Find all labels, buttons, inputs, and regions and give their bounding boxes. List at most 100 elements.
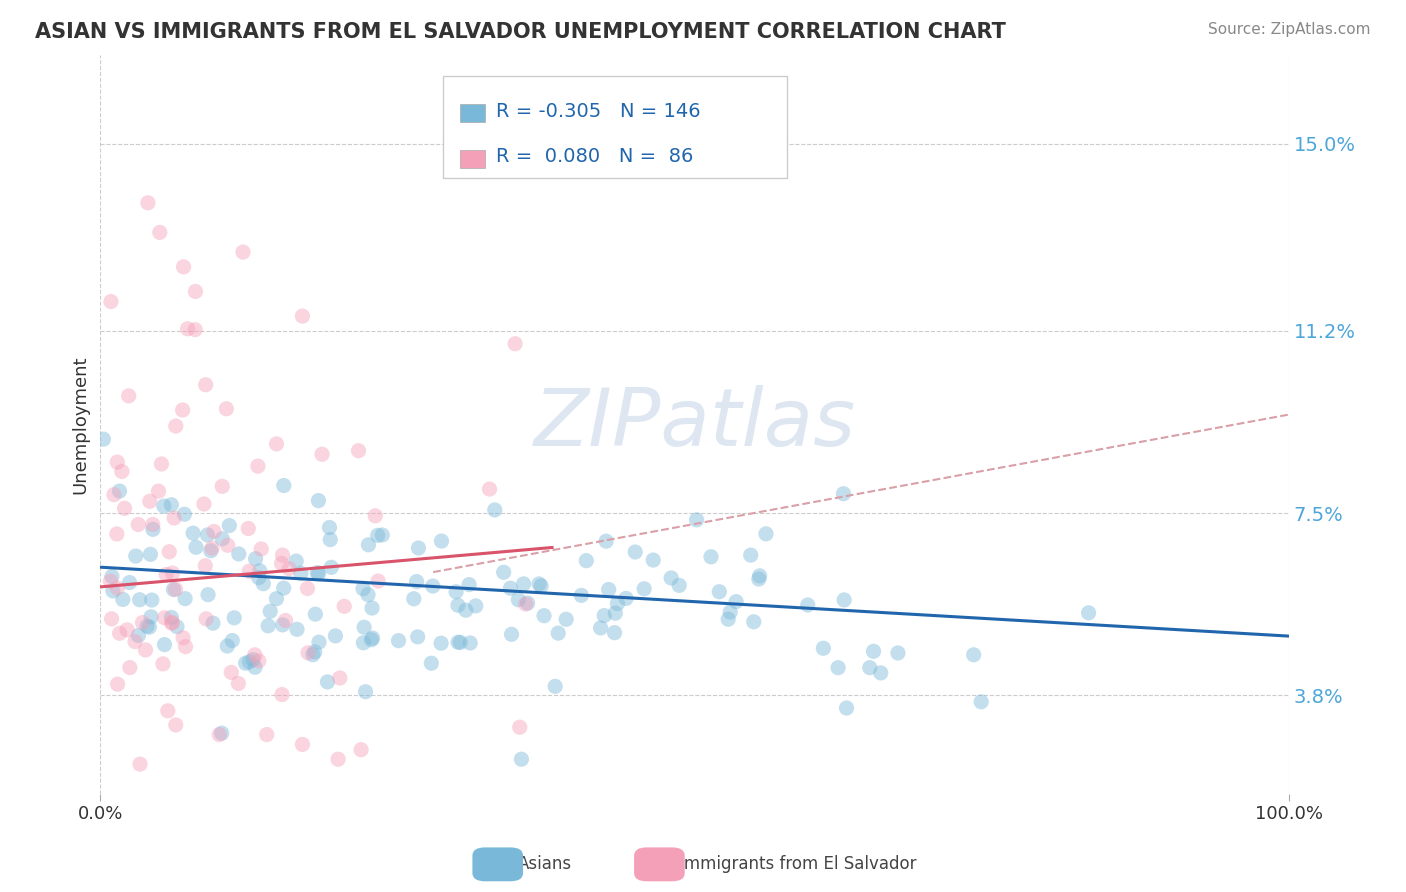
Point bbox=[329, 671, 352, 685]
Point bbox=[228, 547, 250, 561]
Point bbox=[172, 403, 194, 417]
Point bbox=[181, 526, 204, 541]
Point bbox=[319, 533, 342, 547]
Point bbox=[160, 616, 183, 631]
Point bbox=[367, 574, 389, 588]
Point bbox=[134, 643, 156, 657]
Point bbox=[709, 584, 731, 599]
Point bbox=[271, 618, 294, 632]
Point bbox=[963, 648, 986, 662]
Point bbox=[224, 611, 246, 625]
Point bbox=[796, 598, 818, 612]
Point bbox=[291, 738, 314, 752]
Point bbox=[718, 605, 741, 619]
Point bbox=[748, 569, 770, 583]
Point bbox=[138, 620, 160, 634]
Point bbox=[742, 615, 765, 629]
Point bbox=[685, 513, 707, 527]
Point bbox=[273, 478, 295, 492]
Point bbox=[108, 626, 131, 640]
Point bbox=[139, 547, 162, 561]
Point bbox=[503, 336, 526, 351]
Point bbox=[125, 549, 148, 563]
Point bbox=[156, 704, 179, 718]
Point bbox=[101, 583, 124, 598]
Point bbox=[352, 582, 374, 596]
Point bbox=[174, 591, 197, 606]
Point bbox=[547, 626, 569, 640]
Point bbox=[111, 465, 134, 479]
Point bbox=[605, 606, 627, 620]
Point bbox=[624, 545, 647, 559]
Point bbox=[103, 488, 125, 502]
Point bbox=[246, 459, 269, 474]
Point bbox=[643, 553, 665, 567]
Point bbox=[172, 631, 194, 645]
Point bbox=[326, 752, 349, 766]
Point bbox=[107, 677, 129, 691]
Text: Asians: Asians bbox=[517, 855, 571, 873]
Point bbox=[139, 609, 162, 624]
Point bbox=[307, 493, 329, 508]
Point bbox=[211, 726, 233, 740]
Point bbox=[118, 575, 141, 590]
Point bbox=[311, 447, 333, 461]
Point bbox=[163, 511, 186, 525]
Point bbox=[131, 615, 153, 630]
Point bbox=[174, 640, 197, 654]
Point bbox=[160, 610, 183, 624]
Point bbox=[606, 597, 628, 611]
Point bbox=[195, 612, 218, 626]
Text: ZIPatlas: ZIPatlas bbox=[534, 385, 856, 464]
Point bbox=[274, 614, 297, 628]
Point bbox=[142, 522, 165, 536]
Point bbox=[142, 517, 165, 532]
Point bbox=[238, 655, 260, 669]
Point bbox=[527, 577, 550, 591]
Point bbox=[273, 581, 295, 595]
Point bbox=[136, 619, 159, 633]
Point bbox=[700, 549, 723, 564]
Point bbox=[215, 401, 238, 416]
Point bbox=[353, 620, 375, 634]
Point bbox=[211, 532, 233, 546]
Point bbox=[201, 616, 224, 631]
Point bbox=[184, 541, 207, 555]
Point bbox=[633, 582, 655, 596]
Text: R = -0.305   N = 146: R = -0.305 N = 146 bbox=[496, 102, 702, 121]
Point bbox=[157, 545, 180, 559]
Point bbox=[193, 497, 215, 511]
Point bbox=[127, 628, 149, 642]
Point bbox=[859, 660, 882, 674]
Point bbox=[149, 226, 172, 240]
Point bbox=[291, 309, 314, 323]
Point bbox=[118, 389, 141, 403]
Point bbox=[325, 629, 347, 643]
Point bbox=[150, 457, 173, 471]
Point bbox=[194, 377, 217, 392]
Point bbox=[593, 608, 616, 623]
Point bbox=[308, 635, 330, 649]
Point bbox=[569, 588, 592, 602]
Point bbox=[173, 260, 195, 274]
Point bbox=[447, 635, 470, 649]
Point bbox=[136, 195, 159, 210]
Point bbox=[499, 581, 522, 595]
Point bbox=[153, 638, 176, 652]
Point bbox=[148, 484, 170, 499]
Point bbox=[297, 582, 319, 596]
Text: Immigrants from El Salvador: Immigrants from El Salvador bbox=[679, 855, 917, 873]
Point bbox=[285, 623, 308, 637]
Point bbox=[105, 527, 128, 541]
Point bbox=[266, 437, 288, 451]
Point bbox=[598, 582, 620, 597]
Point bbox=[153, 611, 176, 625]
Point bbox=[232, 245, 254, 260]
Point bbox=[114, 501, 136, 516]
Point bbox=[250, 541, 273, 556]
Point bbox=[516, 596, 538, 610]
Point bbox=[668, 578, 690, 592]
Point bbox=[333, 599, 356, 614]
Point bbox=[869, 665, 891, 680]
Point bbox=[219, 665, 242, 680]
